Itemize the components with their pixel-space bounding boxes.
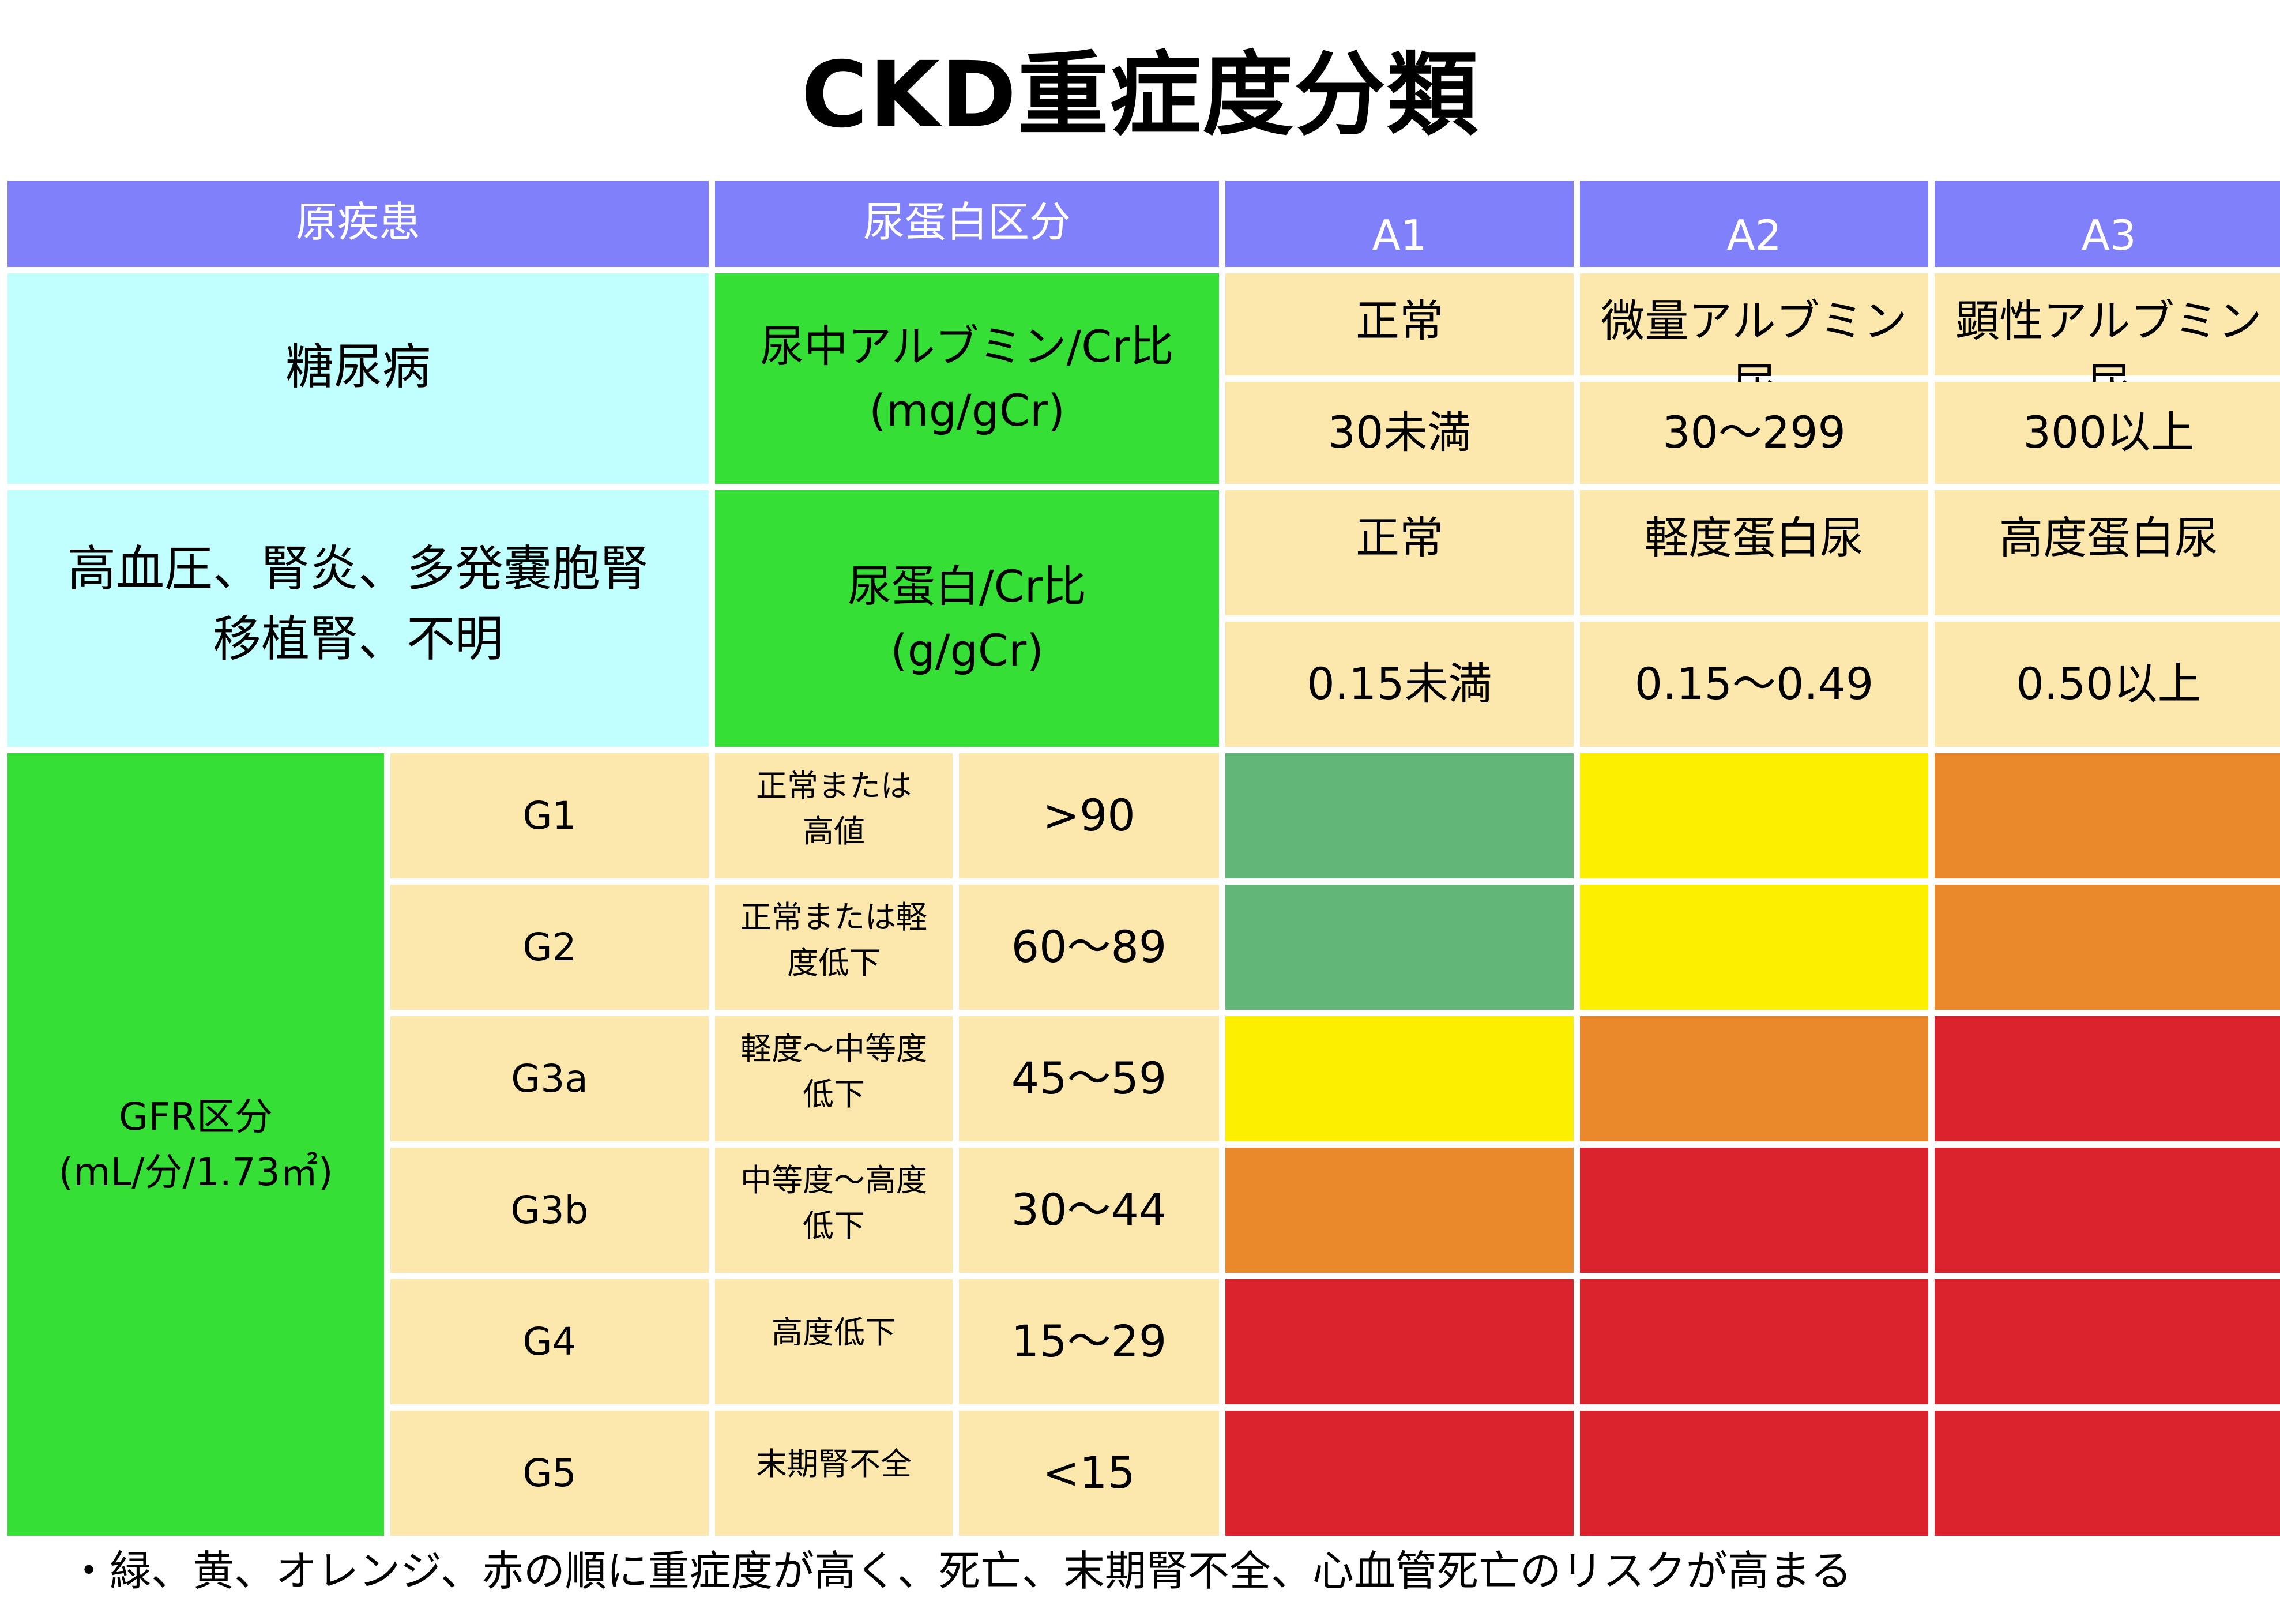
diabetes-a1-name: 正常	[1225, 273, 1574, 375]
risk-cell	[1580, 753, 1928, 878]
risk-cell	[1225, 1016, 1574, 1141]
risk-cell	[1935, 753, 2280, 878]
risk-cell	[1935, 1279, 2280, 1404]
gfr-desc-line2: 低下	[803, 1207, 865, 1244]
risk-cell	[1935, 1411, 2280, 1536]
gfr-range: 45〜59	[959, 1016, 1219, 1141]
gfr-desc-line1: 正常または軽	[740, 899, 927, 936]
gfr-category-label: GFR区分 (mL/分/1.73㎡)	[7, 753, 384, 1536]
risk-cell	[1225, 753, 1574, 878]
risk-cell	[1580, 1279, 1928, 1404]
gfr-description: 高度低下	[715, 1279, 953, 1404]
other-a1-value: 0.15未満	[1225, 622, 1574, 747]
page-title: CKD重症度分類	[801, 42, 1479, 148]
diabetes-a1-value: 30未満	[1225, 382, 1574, 484]
gfr-grade: G2	[390, 885, 709, 1010]
gfr-label-name: GFR区分	[119, 1094, 273, 1139]
gfr-description: 正常または軽 度低下	[715, 885, 953, 1010]
gfr-range: 30〜44	[959, 1148, 1219, 1273]
gfr-desc-line1: 中等度〜高度	[740, 1162, 927, 1199]
other-a3-value: 0.50以上	[1935, 622, 2280, 747]
gfr-desc-line1: 正常または	[756, 768, 912, 805]
gfr-range: 60〜89	[959, 885, 1219, 1010]
measure-albumin-unit: (mg/gCr)	[869, 384, 1065, 436]
gfr-description: 軽度〜中等度 低下	[715, 1016, 953, 1141]
diabetes-a3-value: 300以上	[1935, 382, 2280, 484]
diabetes-a2-value: 30〜299	[1580, 382, 1928, 484]
measure-albumin: 尿中アルブミン/Cr比 (mg/gCr)	[715, 273, 1219, 484]
risk-cell	[1580, 885, 1928, 1010]
diabetes-a2-name: 微量アルブミン尿	[1580, 273, 1928, 410]
measure-protein-name: 尿蛋白/Cr比	[848, 561, 1086, 612]
disease-other-line1: 高血圧、腎炎、多発嚢胞腎	[67, 540, 649, 597]
gfr-label-unit: (mL/分/1.73㎡)	[58, 1149, 333, 1194]
risk-cell	[1225, 1148, 1574, 1273]
gfr-description: 中等度〜高度 低下	[715, 1148, 953, 1273]
risk-cell	[1935, 1148, 2280, 1273]
header-disease: 原疾患	[7, 181, 709, 267]
other-a1-name: 正常	[1225, 490, 1574, 615]
gfr-desc-line2: 度低下	[787, 944, 881, 981]
gfr-grade: G5	[390, 1411, 709, 1536]
other-a2-value: 0.15〜0.49	[1580, 622, 1928, 747]
risk-cell	[1580, 1148, 1928, 1273]
gfr-grade: G4	[390, 1279, 709, 1404]
gfr-grade: G1	[390, 753, 709, 878]
other-a2-name: 軽度蛋白尿	[1580, 490, 1928, 615]
measure-albumin-name: 尿中アルブミン/Cr比	[760, 321, 1174, 373]
header-a3: A3	[1935, 181, 2280, 267]
other-a3-name: 高度蛋白尿	[1935, 490, 2280, 615]
gfr-description: 末期腎不全	[715, 1411, 953, 1536]
gfr-desc-line2: 低下	[803, 1076, 865, 1112]
gfr-desc-line1: 軽度〜中等度	[740, 1031, 927, 1067]
measure-protein-unit: (g/gCr)	[890, 624, 1044, 676]
risk-cell	[1225, 1411, 1574, 1536]
risk-cell	[1225, 1279, 1574, 1404]
gfr-grade: G3b	[390, 1148, 709, 1273]
gfr-grade: G3a	[390, 1016, 709, 1141]
risk-cell	[1580, 1411, 1928, 1536]
gfr-range: >90	[959, 753, 1219, 878]
measure-protein: 尿蛋白/Cr比 (g/gCr)	[715, 490, 1219, 747]
disease-diabetes: 糖尿病	[7, 273, 709, 484]
risk-cell	[1580, 1016, 1928, 1141]
footnote: ・緑、黄、オレンジ、赤の順に重症度が高く、死亡、末期腎不全、心血管死亡のリスクが…	[68, 1546, 1852, 1595]
header-a2: A2	[1580, 181, 1928, 267]
gfr-range: <15	[959, 1411, 1219, 1536]
header-protein-category: 尿蛋白区分	[715, 181, 1219, 267]
gfr-description: 正常または 高値	[715, 753, 953, 878]
disease-other: 高血圧、腎炎、多発嚢胞腎 移植腎、不明	[7, 490, 709, 747]
risk-cell	[1935, 1016, 2280, 1141]
diabetes-a3-name: 顕性アルブミン尿	[1935, 273, 2280, 410]
ckd-severity-table: 原疾患 尿蛋白区分 A1 A2 A3 糖尿病 尿中アルブミン/Cr比 (mg/g…	[7, 181, 2280, 1536]
gfr-range: 15〜29	[959, 1279, 1219, 1404]
gfr-desc-line2: 高値	[803, 813, 865, 849]
header-a1: A1	[1225, 181, 1574, 267]
risk-cell	[1935, 885, 2280, 1010]
disease-other-line2: 移植腎、不明	[212, 610, 503, 667]
risk-cell	[1225, 885, 1574, 1010]
